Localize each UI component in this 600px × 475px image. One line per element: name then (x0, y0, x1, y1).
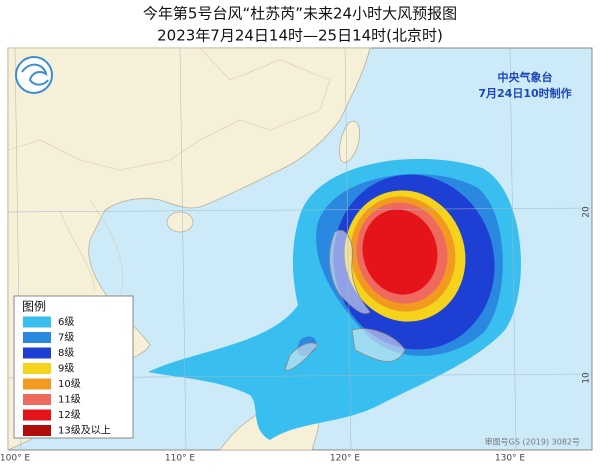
logo (21, 63, 49, 86)
legend-label: 8级 (58, 347, 74, 359)
grid-line (509, 47, 517, 451)
legend-label: 12级 (58, 409, 81, 421)
land (284, 229, 406, 371)
legend-label: 6级 (58, 316, 74, 328)
border (7, 47, 331, 171)
legend-swatch (23, 425, 51, 436)
wind-zone (362, 209, 438, 295)
subtitle: 2023年7月24日14时—25日14时(北京时) (157, 27, 443, 45)
title: 今年第5号台风“杜苏芮”未来24小时大风预报图 (143, 5, 457, 23)
issued: 7月24日10时制作 (478, 86, 571, 100)
grid-line (344, 47, 352, 451)
agency: 中央气象台 (498, 70, 553, 84)
grid-line (179, 47, 187, 451)
border (59, 199, 123, 301)
lon-label: 130° E (495, 454, 526, 464)
lon-label: 110° E (165, 454, 196, 464)
lon-label: 120° E (330, 454, 361, 464)
legend-swatch (23, 394, 51, 405)
legend-label: 10级 (58, 378, 81, 390)
legend: 图例 6级 7级 8级 9级 10级 11级 12级 13级及以上 (13, 295, 134, 439)
legend-swatch (23, 378, 51, 390)
legend-swatch (23, 409, 51, 421)
legend-label: 11级 (58, 394, 81, 406)
grid-line (7, 207, 593, 213)
legend-swatch (23, 332, 51, 343)
legend-title: 图例 (22, 300, 46, 314)
legend-label: 9级 (58, 363, 74, 375)
lat-label: 20 (582, 206, 592, 218)
wind-field (148, 158, 521, 441)
land (166, 211, 194, 233)
legend-label: 7级 (58, 332, 74, 344)
lat-label: 10 (582, 372, 592, 384)
legend-swatch (23, 363, 51, 374)
land (339, 120, 360, 163)
lon-label: 100° E (0, 454, 30, 464)
legend-swatch (23, 347, 51, 359)
map-number: 审图号GS (2019) 3082号 (485, 437, 580, 447)
legend-label: 13级及以上 (58, 425, 111, 437)
legend-swatch (23, 316, 51, 328)
